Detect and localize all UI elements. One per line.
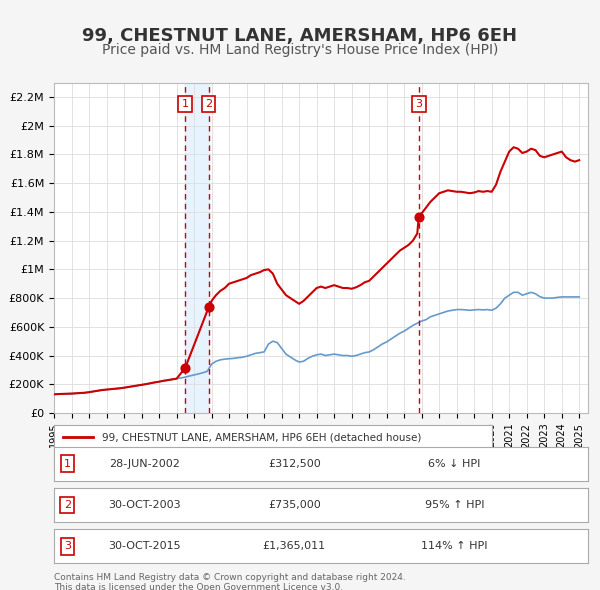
Bar	[185, 83, 209, 413]
Text: 2: 2	[205, 99, 212, 109]
Point	[414, 212, 424, 222]
Text: 1: 1	[182, 99, 188, 109]
Text: 99, CHESTNUT LANE, AMERSHAM, HP6 6EH: 99, CHESTNUT LANE, AMERSHAM, HP6 6EH	[83, 27, 517, 45]
Text: 6% ↓ HPI: 6% ↓ HPI	[428, 459, 481, 468]
Text: HPI: Average price, detached house, Buckinghamshire: HPI: Average price, detached house, Buck…	[102, 452, 386, 461]
Text: £312,500: £312,500	[268, 459, 320, 468]
Text: £1,365,011: £1,365,011	[263, 542, 326, 551]
Text: 99, CHESTNUT LANE, AMERSHAM, HP6 6EH (detached house): 99, CHESTNUT LANE, AMERSHAM, HP6 6EH (de…	[102, 432, 422, 442]
Text: 1: 1	[64, 459, 71, 468]
Text: 3: 3	[64, 542, 71, 551]
Text: 30-OCT-2003: 30-OCT-2003	[109, 500, 181, 510]
Point	[181, 363, 190, 373]
Text: 30-OCT-2015: 30-OCT-2015	[109, 542, 181, 551]
Point	[204, 303, 214, 312]
Text: 3: 3	[415, 99, 422, 109]
Text: 2: 2	[64, 500, 71, 510]
Text: 114% ↑ HPI: 114% ↑ HPI	[421, 542, 488, 551]
Text: This data is licensed under the Open Government Licence v3.0.: This data is licensed under the Open Gov…	[54, 583, 343, 590]
Text: Price paid vs. HM Land Registry's House Price Index (HPI): Price paid vs. HM Land Registry's House …	[102, 43, 498, 57]
Text: 95% ↑ HPI: 95% ↑ HPI	[425, 500, 484, 510]
Text: 28-JUN-2002: 28-JUN-2002	[109, 459, 180, 468]
Text: £735,000: £735,000	[268, 500, 320, 510]
Text: Contains HM Land Registry data © Crown copyright and database right 2024.: Contains HM Land Registry data © Crown c…	[54, 573, 406, 582]
